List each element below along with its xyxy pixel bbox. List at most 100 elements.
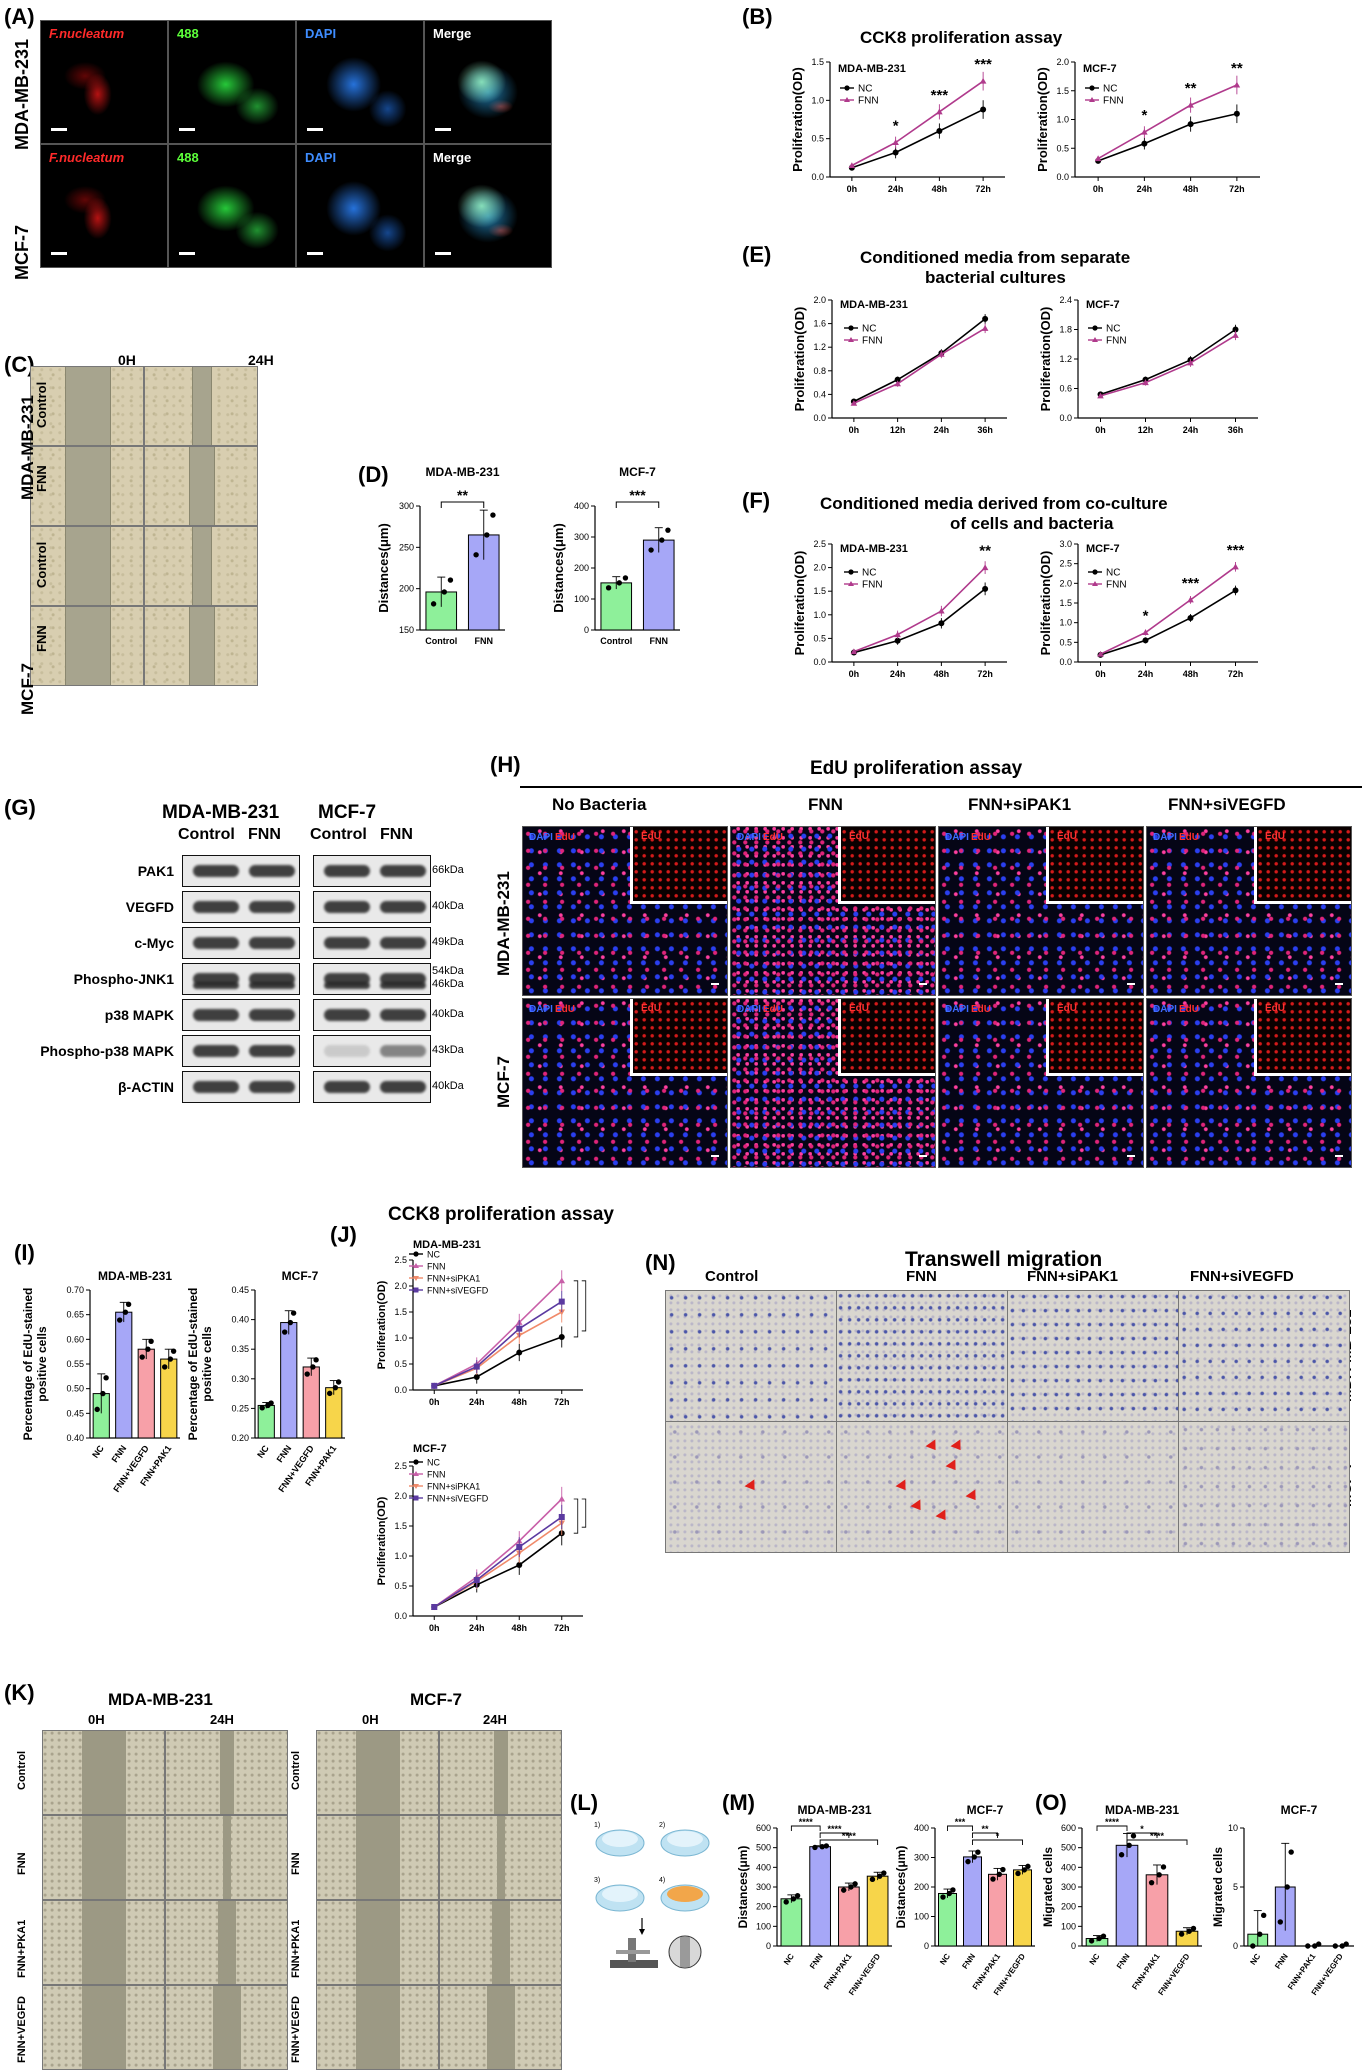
chart-subtitle: MDA-MB-231: [838, 63, 906, 75]
red-arrow-marker: [895, 1479, 911, 1494]
panel-k-row-label: Control: [16, 1750, 28, 1790]
panel-l-schematic: 1) 2) 3) 4): [594, 1822, 710, 1969]
kda-marker: 43kDa: [432, 1044, 464, 1056]
y-tick-label: 0.30: [231, 1374, 249, 1384]
legend-marker: [413, 1263, 419, 1268]
y-tick-label: 1.0: [394, 1551, 407, 1561]
legend-marker: [413, 1459, 419, 1465]
data-dot: [848, 1884, 854, 1890]
chart-d-mcf-7: 0 100 200 300 400 Control FNN Distances(μm) MCF-…: [551, 465, 680, 646]
panel-c-row-label: FNN: [34, 625, 49, 652]
red-arrow-marker: [925, 1439, 941, 1454]
edu-tile: DAPI EdU EdU: [1146, 998, 1352, 1168]
data-dot: [1288, 1849, 1294, 1855]
y-tick-label: 0.50: [66, 1384, 84, 1394]
y-tick-label: 0.45: [231, 1285, 249, 1295]
data-point: [982, 585, 989, 592]
panel-label-j: (J): [330, 1222, 357, 1247]
wound-gap: [486, 1986, 515, 2069]
y-tick-label: 2.0: [813, 295, 826, 305]
series-line: [851, 80, 984, 167]
x-tick-label: NC: [255, 1443, 271, 1460]
channel-label: DAPI: [945, 1004, 969, 1015]
chart-subtitle: MCF-7: [967, 1803, 1004, 1817]
panel-c-time-24h: 24H: [248, 352, 274, 368]
significance-mark: ****: [799, 1817, 814, 1827]
scale-bar: [179, 252, 195, 255]
wound-image: [165, 1900, 288, 1985]
data-point: [473, 1577, 480, 1583]
wound-image: [316, 1900, 439, 1985]
data-dot: [94, 1406, 100, 1413]
data-point: [1232, 326, 1239, 333]
data-dot: [1156, 1872, 1162, 1878]
blot-strip: [313, 1071, 431, 1103]
chart-subtitle: MDA-MB-231: [840, 543, 908, 555]
data-dot: [996, 1871, 1002, 1878]
x-tick-label: FNN: [275, 1443, 294, 1464]
scale-bar: [435, 128, 451, 131]
channel-label: DAPI: [1153, 832, 1177, 843]
blot-band: [193, 865, 239, 877]
data-dot: [1178, 1931, 1185, 1937]
transwell-image: [836, 1290, 1008, 1422]
y-tick-label: 3.0: [1059, 539, 1072, 549]
scale-bar: [307, 128, 323, 131]
chart-e-mda-mb-231: 0.0 0.4 0.8 1.2 1.6 2.0 0h 12h 24h 36h Proliferati…: [792, 295, 1007, 435]
microscope-stage: [616, 1950, 650, 1954]
data-point: [558, 1333, 565, 1340]
significance-bracket: [1126, 1839, 1188, 1845]
x-tick-label: 48h: [511, 1397, 527, 1407]
y-tick-label: 0.40: [231, 1315, 249, 1325]
edu-inset: EdU: [838, 999, 935, 1076]
y-tick-label: 2.5: [394, 1461, 407, 1471]
chart-subtitle: MCF-7: [1086, 299, 1120, 311]
channel-label: 488: [177, 150, 199, 165]
y-axis-label: Distances(μm): [736, 1846, 750, 1929]
data-point: [1097, 650, 1104, 657]
data-dot: [1000, 1866, 1006, 1873]
blot-band: [249, 1045, 295, 1057]
blot-strip: [313, 999, 431, 1031]
data-point: [1141, 140, 1148, 147]
blot-band: [193, 1009, 239, 1021]
significance-mark: ****: [827, 1824, 842, 1834]
channel-label: F.nucleatum: [49, 26, 125, 41]
data-point: [1232, 587, 1239, 594]
data-dot: [310, 1364, 316, 1370]
bar: [780, 1898, 803, 1947]
transwell-image: [1178, 1421, 1350, 1553]
bar: [938, 1892, 957, 1947]
y-tick-label: 0.0: [813, 413, 826, 423]
x-tick-label: 24h: [469, 1623, 485, 1633]
scale-bar: [711, 1155, 719, 1157]
blot-band: [324, 865, 370, 877]
y-tick-label: 400: [914, 1823, 929, 1833]
step-number: 4): [659, 1877, 665, 1884]
channel-label: F.nucleatum: [49, 150, 125, 165]
y-tick-label: 0.5: [1059, 637, 1072, 647]
scale-bar: [435, 252, 451, 255]
panel-k-row-label: FNN+PKA1: [290, 1919, 302, 1978]
panel-n-col-label: FNN+siVEGFD: [1190, 1268, 1294, 1285]
series-line: [433, 1498, 563, 1608]
data-dot: [473, 552, 479, 558]
y-tick-label: 100: [1061, 1921, 1076, 1931]
y-axis-label: Distances(μm): [894, 1846, 908, 1929]
panel-label-l: (L): [570, 1790, 599, 1815]
panel-label-b: (B): [742, 4, 773, 29]
x-tick-label: 72h: [554, 1397, 570, 1407]
y-axis-label: Distances(μm): [376, 523, 391, 613]
y-tick-label: 2.5: [1059, 559, 1072, 569]
panel-j-title: CCK8 proliferation assay: [388, 1204, 614, 1225]
blot-strip: [182, 855, 300, 887]
legend-marker: [413, 1484, 419, 1489]
legend-label: FNN: [1103, 96, 1124, 107]
blot-band: [324, 1081, 370, 1093]
panel-k-group-label: MDA-MB-231: [108, 1690, 213, 1709]
significance-mark: ***: [1227, 542, 1245, 559]
y-tick-label: 300: [574, 532, 589, 542]
x-tick-label: 48h: [1183, 669, 1199, 679]
data-point: [981, 325, 989, 331]
